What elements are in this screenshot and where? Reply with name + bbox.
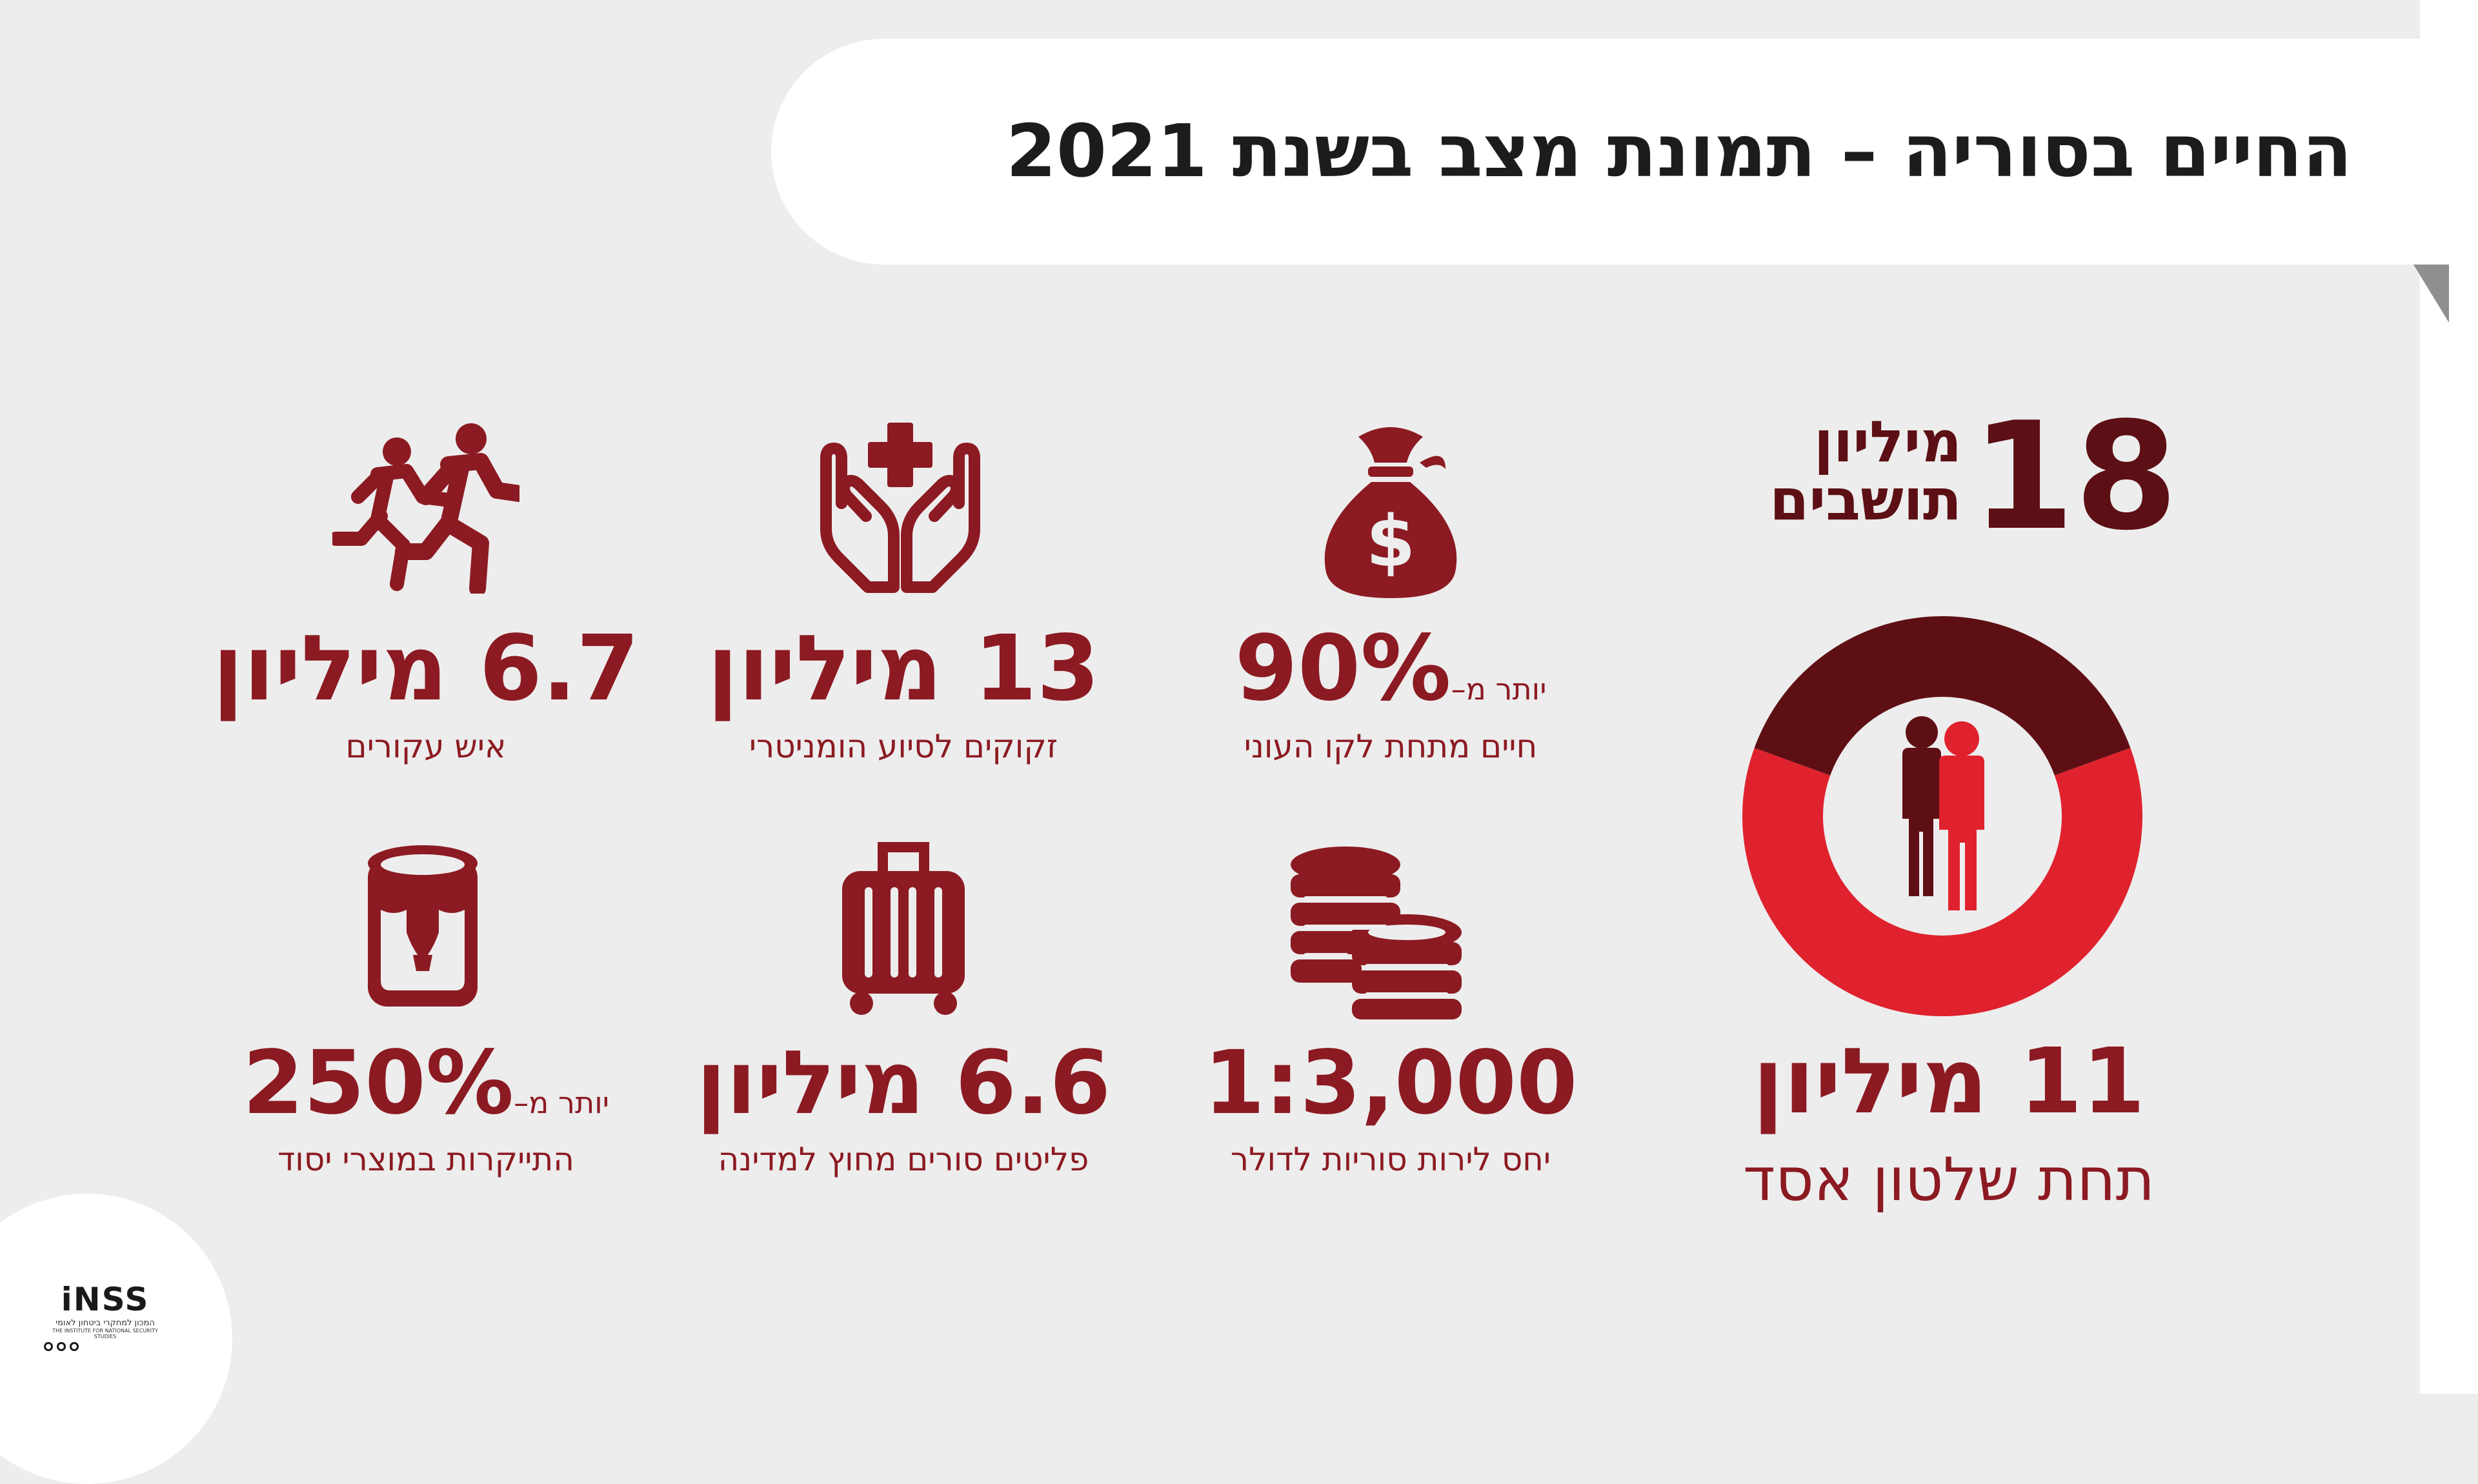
stat-poverty-label: חיים מתחת לקו העוני — [1244, 728, 1538, 765]
stat-refugees-label: פליטים סורים מחוץ למדינה — [718, 1141, 1089, 1178]
stat-poverty: יותר מ–90% חיים מתחת לקו העוני — [1171, 616, 1610, 765]
population-number: 18 — [1971, 391, 2179, 563]
stat-prices: יותר מ–250% התייקרות במוצרי יסוד — [206, 1032, 645, 1178]
stat-refugees-value: 6.6 מיליון — [696, 1032, 1111, 1134]
logo-partner-marks — [44, 1342, 166, 1351]
stat-displaced: 6.7 מיליון איש עקורים — [206, 616, 645, 765]
population-label-line1: מיליון — [1813, 408, 1962, 475]
stat-prices-prefix: יותר מ– — [514, 1085, 610, 1120]
coins-icon — [1291, 847, 1462, 1019]
stat-displaced-value: 6.7 מיליון — [212, 616, 640, 721]
population-donut — [1742, 616, 2142, 1016]
logo-hebrew: המכון למחקרי ביטחון לאומי — [55, 1318, 155, 1328]
under-assad-label: תחת שלטון אסד — [1742, 1145, 2155, 1214]
stat-aid-value: 13 מיליון — [707, 616, 1100, 721]
stat-currency: 1:3,000 יחס לירות סוריות לדולר — [1171, 1032, 1610, 1178]
stat-refugees: 6.6 מיליון פליטים סורים מחוץ למדינה — [684, 1032, 1123, 1178]
logo-main: iNSS — [61, 1281, 150, 1318]
under-assad-value: 11 מיליון — [1752, 1029, 2146, 1134]
page-title: החיים בסוריה – תמונת מצב בשנת 2021 — [1006, 110, 2352, 194]
running-people-icon — [332, 423, 519, 594]
stat-prices-label: התייקרות במוצרי יסוד — [277, 1141, 574, 1178]
logo-english: THE INSTITUTE FOR NATIONAL SECURITY STUD… — [52, 1328, 158, 1339]
helping-hands-icon — [820, 423, 980, 593]
title-banner: החיים בסוריה – תמונת מצב בשנת 2021 — [771, 39, 2449, 265]
stat-aid-label: זקוקים לסיוע הומניטרי — [749, 728, 1058, 765]
people-icon — [1902, 716, 1984, 910]
stat-currency-value: 1:3,000 — [1204, 1032, 1578, 1134]
money-bag-icon: $ — [1324, 427, 1457, 598]
stat-aid: 13 מיליון זקוקים לסיוע הומניטרי — [684, 616, 1123, 765]
suitcase-icon — [842, 842, 965, 1015]
donut-segment-assad — [1742, 748, 2142, 1016]
food-can-icon — [368, 845, 478, 1007]
stat-poverty-value: 90% — [1234, 616, 1451, 721]
population-label: מיליון תושבים — [1717, 413, 1962, 529]
inss-logo: iNSS המכון למחקרי ביטחון לאומי THE INSTI… — [44, 1281, 166, 1351]
title-banner-fold — [2413, 265, 2449, 323]
stat-prices-value: 250% — [242, 1032, 514, 1134]
donut-segment-other — [1754, 616, 2131, 776]
stat-displaced-label: איש עקורים — [345, 728, 507, 765]
stat-poverty-prefix: יותר מ– — [1451, 672, 1547, 707]
stat-currency-label: יחס לירות סוריות לדולר — [1230, 1141, 1551, 1178]
population-label-line2: תושבים — [1769, 466, 1962, 533]
svg-text:$: $ — [1366, 500, 1416, 583]
